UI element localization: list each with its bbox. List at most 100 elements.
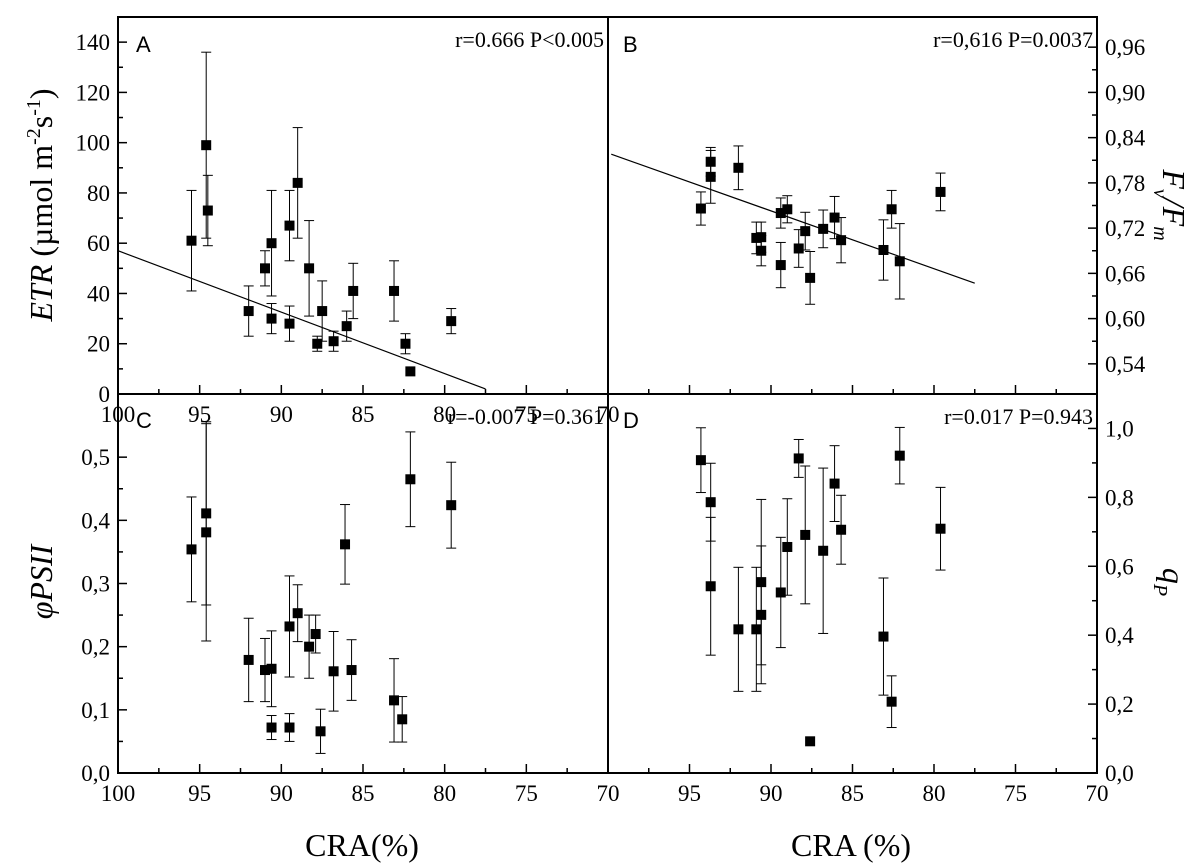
data-point [243, 306, 254, 317]
data-point [775, 208, 786, 219]
data-point [266, 663, 277, 674]
data-point [756, 609, 767, 620]
panel-letter: C [136, 408, 152, 433]
y-tick-label: 0 [99, 382, 111, 407]
data-point [733, 162, 744, 173]
data-point [328, 336, 339, 347]
data-point [818, 545, 829, 556]
y-tick-label: 0,0 [81, 761, 110, 786]
y-tick-label: 0,66 [1105, 261, 1145, 286]
ylabel-etr: ETR (µmol m-2s-1) [23, 88, 59, 322]
data-point [805, 736, 816, 747]
data-point [695, 203, 706, 214]
x-tick-label: 85 [352, 781, 375, 806]
y-tick-label: 0,2 [1105, 692, 1134, 717]
y-tick-label: 0,60 [1105, 307, 1145, 332]
y-tick-label: 0,96 [1105, 35, 1145, 60]
data-point [348, 285, 359, 296]
data-point [304, 641, 315, 652]
y-tick-label: 0,5 [81, 445, 110, 470]
data-point [800, 529, 811, 540]
x-tick-label: 95 [188, 781, 211, 806]
data-point [400, 338, 411, 349]
y-tick-label: 0,78 [1105, 171, 1145, 196]
data-point [292, 177, 303, 188]
y-tick-label: 0,72 [1105, 216, 1145, 241]
y-tick-label: 0,4 [1105, 623, 1134, 648]
data-point [186, 544, 197, 555]
y-tick-label: 40 [87, 281, 110, 306]
data-point [284, 621, 295, 632]
data-point [800, 226, 811, 237]
x-tick-label: 90 [270, 402, 293, 427]
x-tick-label: 95 [678, 781, 701, 806]
data-point [340, 539, 351, 550]
y-tick-label: 140 [76, 30, 111, 55]
data-point [878, 244, 889, 255]
regression-line [117, 250, 486, 390]
panel-letter: B [623, 32, 638, 57]
data-point [186, 235, 197, 246]
y-axis-title-c: φPSII [23, 543, 59, 619]
data-point [829, 478, 840, 489]
y-axis-title-d: qP [1149, 568, 1192, 596]
x-tick-label: 80 [433, 781, 456, 806]
ylabel-phipsii: φPSII [23, 543, 59, 619]
data-point [201, 527, 212, 538]
data-point [341, 321, 352, 332]
data-point [284, 220, 295, 231]
data-point [793, 453, 804, 464]
y-tick-label: 0,54 [1105, 352, 1146, 377]
x-tick-label: 70 [1086, 781, 1109, 806]
data-point [733, 624, 744, 635]
y-tick-label: 0,84 [1105, 126, 1146, 151]
data-point [292, 608, 303, 619]
data-point [805, 272, 816, 283]
data-point [260, 263, 270, 274]
data-point [894, 256, 905, 267]
data-point [328, 666, 339, 677]
x-tick-label: 95 [188, 402, 211, 427]
data-point [389, 285, 400, 296]
data-point [836, 235, 847, 246]
stat-label: r=0,616 P=0.0037 [933, 27, 1093, 52]
data-point [894, 450, 905, 461]
y-tick-label: 0,2 [81, 635, 110, 660]
data-point [315, 726, 326, 737]
data-point [266, 238, 277, 249]
data-point [201, 140, 212, 151]
data-point [793, 243, 804, 254]
data-point [782, 204, 793, 215]
data-point [886, 696, 897, 707]
x-tick-label: 90 [270, 781, 293, 806]
y-tick-label: 0,8 [1105, 485, 1134, 510]
data-point [935, 186, 946, 197]
y-tick-label: 0,4 [81, 508, 110, 533]
ylabel-qp: qP [1149, 568, 1192, 596]
data-point [397, 714, 408, 725]
y-tick-label: 0,90 [1105, 80, 1145, 105]
data-point [405, 366, 416, 377]
stat-label: r=-0.007 P=0.361 [448, 404, 604, 429]
panel-letter: A [136, 32, 151, 57]
data-point [878, 631, 889, 642]
data-point [782, 541, 793, 552]
y-tick-label: 1,0 [1105, 416, 1134, 441]
x-tick-label: 85 [841, 781, 864, 806]
y-axis-title-b: Fv/Fm [1149, 168, 1192, 240]
data-point [202, 205, 213, 216]
data-point [886, 204, 897, 215]
x-tick-label: 80 [923, 781, 946, 806]
data-point [243, 654, 254, 665]
data-point [446, 500, 457, 511]
data-point [446, 316, 457, 327]
data-point [836, 524, 847, 535]
x-tick-label: 75 [515, 781, 538, 806]
x-tick-label: 80 [433, 402, 456, 427]
x-tick-label: 100 [101, 781, 136, 806]
data-point [705, 497, 716, 508]
